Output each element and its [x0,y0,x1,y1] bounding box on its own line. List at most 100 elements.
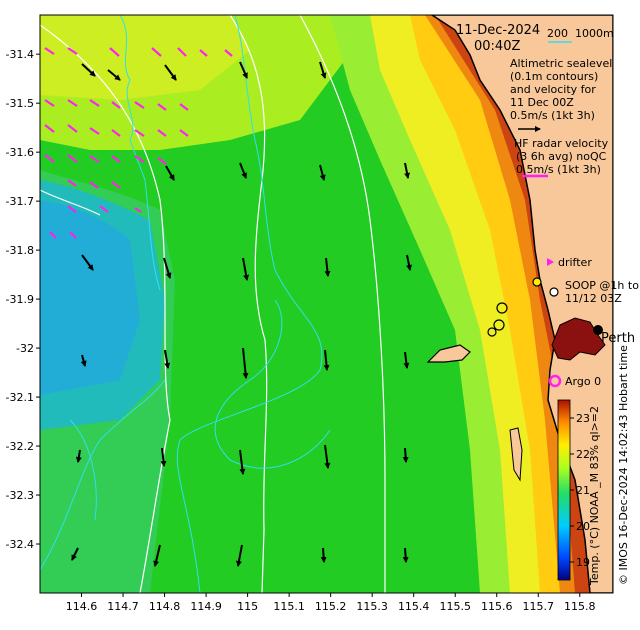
altimetry-velocity-arrows [71,61,412,567]
alt-arrow [406,254,412,271]
x-tick-label: 115.7 [523,600,555,613]
hf-arrow [44,154,55,163]
x-tick-label: 115 [237,600,258,613]
hf-arrow [89,155,100,163]
hf-arrow [179,103,189,111]
hf-arrow [109,47,120,57]
hf-arrow [111,181,121,189]
hf-arrow [224,49,233,57]
alt-arrow [402,447,409,463]
hf-legend-line: (3 6h avg) noQC [516,150,607,163]
hf-arrow [157,157,167,165]
hf-arrow [67,205,77,213]
hf-arrow [67,154,78,163]
perth-urban [551,317,606,361]
datetime-line1: 11-Dec-2024 [456,23,540,38]
colorbar-label: Temp. (°C) NOAA _M 83% ql>=2 [588,406,601,586]
alt-arrow [239,61,248,79]
alt-arrow [239,162,247,179]
x-tick-label: 115.4 [398,600,430,613]
garden-island [509,427,523,482]
hf-arrow [177,47,187,57]
alt-arrow [242,347,249,379]
y-tick-label: -31.4 [6,48,34,61]
y-tick-label: -32.3 [6,489,34,502]
alt-legend-line: 0.5m/s (1kt 3h) [510,109,595,122]
y-tick-label: -32.4 [6,538,34,551]
soop-point [487,327,497,337]
alt-arrow [403,351,410,369]
x-tick-label: 114.9 [190,600,222,613]
plot-frame [39,14,614,594]
colorbar-tick-label: 22 [576,448,590,461]
warmer-north [40,15,250,100]
hf-arrow [49,231,57,239]
copyright-note: © IMOS 16-Dec-2024 14:02:43 Hobart time [617,345,630,585]
altimetry-legend: Altimetric sealevel (0.1m contours) and … [510,57,612,132]
alt-arrow [235,544,243,567]
hf-arrow [134,101,145,109]
hf-arrow [134,155,145,163]
hf-arrow [69,231,77,239]
alt-arrow [239,449,246,475]
hf-arrow [89,99,100,107]
alt-legend-line: 11 Dec 00Z [510,96,574,109]
isobaths [40,15,331,593]
alt-arrow [81,63,96,77]
alt-arrow [75,449,82,463]
soop-track [487,277,559,337]
x-tick-label: 114.6 [66,600,98,613]
hf-arrow [67,47,78,55]
alt-arrow [402,547,409,563]
y-tick-label: -32.2 [6,440,34,453]
colorbar [557,399,571,581]
x-tick-label: 115.6 [481,600,513,613]
depth-label-200: 200 [547,27,568,40]
hf-arrow [157,103,167,111]
hf-arrow [67,124,78,133]
hf-arrow [157,129,167,137]
alt-arrow [319,61,327,79]
soop-point [532,277,542,287]
x-axis-ticks: 114.6 114.7 114.8 114.9 115 115.1 115.2 115.3 11… [66,593,596,613]
cold-core [40,200,140,395]
depth-label-1000: 1000m [575,27,614,40]
rottnest-island [426,344,471,363]
soop-label-2: 11/12 03Z [565,292,622,305]
perth-marker [593,325,603,335]
drifter-icon [547,258,554,266]
alt-arrow [242,257,250,281]
x-tick-label: 115.3 [356,600,388,613]
alt-arrow [80,354,87,367]
alt-arrow [164,349,171,369]
alt-arrow [164,64,177,81]
alt-arrow [324,444,331,469]
alt-arrow [71,547,79,561]
y-tick-label: -32.1 [6,391,34,404]
x-tick-label: 115.8 [564,600,596,613]
alt-arrow [81,254,94,271]
alt-arrow [165,165,175,181]
alt-arrow [153,544,161,567]
y-axis-ticks: -31.4 -31.5 -31.6 -31.7 -31.8 -31.9 -32 -32.1 -3… [6,48,40,551]
x-tick-label: 115.1 [273,600,305,613]
drifter-legend: drifter [547,256,592,269]
hf-legend-line: 0.5m/s (1kt 3h) [516,163,601,176]
colorbar-tick-label: 19 [576,556,590,569]
y-tick-label: -31.6 [6,146,34,159]
hf-arrow [44,124,55,133]
perth-label: Perth [601,331,635,346]
colorbar-ticks: 19 20 21 22 23 [570,412,590,569]
x-tick-label: 114.7 [107,600,139,613]
y-tick-label: -31.8 [6,244,34,257]
soop-point [549,287,559,297]
colorbar-tick-label: 20 [576,520,590,533]
hf-arrow [199,49,208,57]
hf-arrow [44,99,55,107]
alt-arrow [320,547,327,563]
y-tick-label: -32 [16,342,34,355]
hf-arrow [111,155,121,163]
hf-arrow [67,99,78,107]
argo-label: Argo 0 [565,375,601,388]
